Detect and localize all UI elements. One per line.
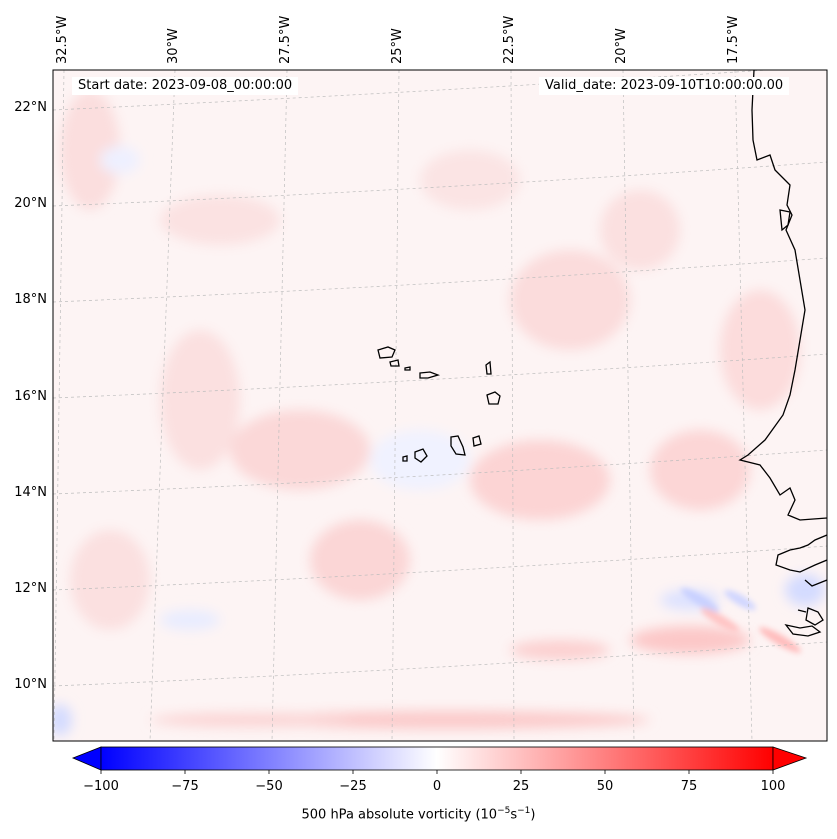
gridlines bbox=[53, 70, 827, 741]
lon-label: 30°W bbox=[166, 28, 181, 64]
colorbar-tick: −100 bbox=[83, 779, 119, 794]
colorbar-label-main: 500 hPa absolute vorticity (10 bbox=[301, 807, 498, 823]
lat-label: 18°N bbox=[14, 292, 47, 307]
colorbar-label-exp1: −5 bbox=[497, 806, 511, 816]
colorbar-label-exp2: −1 bbox=[517, 806, 531, 816]
lon-label: 22.5°W bbox=[502, 16, 517, 64]
colorbar-tick: 50 bbox=[597, 779, 614, 794]
left-axis-labels: 22°N 20°N 18°N 16°N 14°N 12°N 10°N bbox=[14, 100, 47, 692]
coastlines bbox=[377, 70, 827, 637]
colorbar-label: 500 hPa absolute vorticity (10−5s−1) bbox=[0, 806, 837, 822]
colorbar-tick: −50 bbox=[255, 779, 282, 794]
lat-label: 16°N bbox=[14, 389, 47, 404]
colorbar-min-extend bbox=[71, 746, 102, 771]
lon-label: 27.5°W bbox=[278, 16, 293, 64]
valid-date-annotation: Valid_date: 2023-09-10T10:00:00.00 bbox=[539, 77, 790, 95]
colorbar-tick: 0 bbox=[433, 779, 441, 794]
colorbar-tick: 100 bbox=[761, 779, 786, 794]
start-date-annotation: Start date: 2023-09-08_00:00:00 bbox=[72, 77, 299, 95]
colorbar-bar bbox=[100, 746, 774, 771]
vorticity-bands bbox=[680, 588, 801, 653]
lon-label: 25°W bbox=[390, 28, 405, 64]
lon-label: 17.5°W bbox=[726, 16, 741, 64]
map-frame bbox=[52, 69, 828, 742]
lat-label: 20°N bbox=[14, 196, 47, 211]
lon-label: 20°W bbox=[614, 28, 629, 64]
lat-label: 10°N bbox=[14, 677, 47, 692]
colorbar-label-mid: s bbox=[510, 807, 518, 823]
lat-label: 22°N bbox=[14, 100, 47, 115]
lat-label: 14°N bbox=[14, 485, 47, 500]
lat-label: 12°N bbox=[14, 581, 47, 596]
colorbar-tick: −25 bbox=[339, 779, 366, 794]
colorbar-tick: 75 bbox=[681, 779, 698, 794]
vorticity-field bbox=[53, 90, 825, 736]
top-axis-labels: 32.5°W 30°W 27.5°W 25°W 22.5°W 20°W 17.5… bbox=[55, 16, 741, 64]
map-plot-area bbox=[53, 70, 827, 741]
lon-label: 32.5°W bbox=[55, 16, 70, 64]
colorbar-tick: 25 bbox=[513, 779, 530, 794]
colorbar: −100 −75 −50 −25 0 25 50 75 100 bbox=[71, 746, 808, 794]
colorbar-max-extend bbox=[772, 746, 808, 771]
colorbar-tick: −75 bbox=[171, 779, 198, 794]
colorbar-label-end: ) bbox=[530, 807, 536, 823]
